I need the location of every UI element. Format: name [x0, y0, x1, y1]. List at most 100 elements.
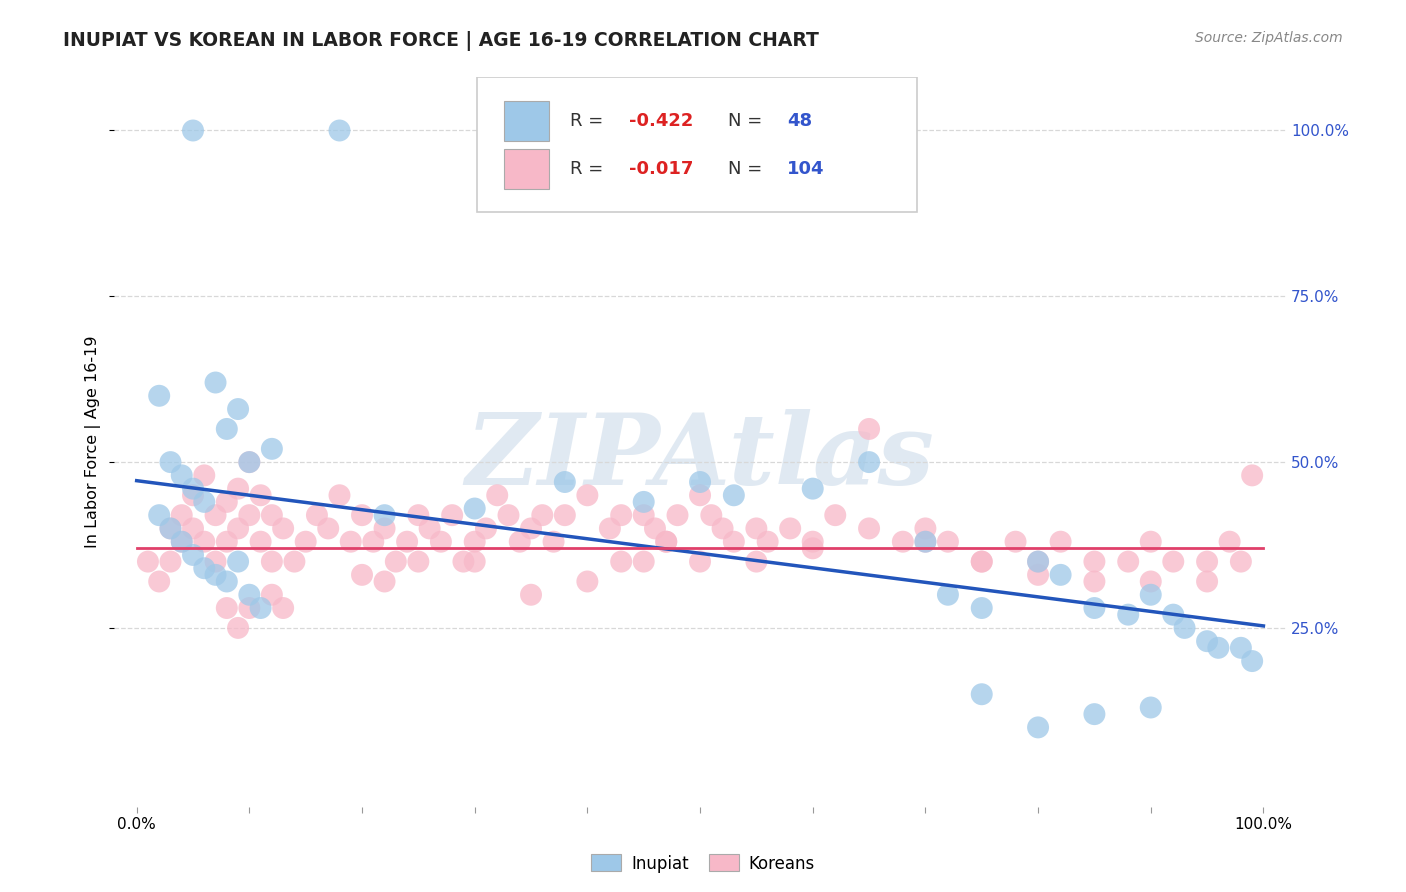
Point: [339, 534, 361, 549]
Point: [599, 521, 621, 535]
Point: [576, 488, 599, 502]
Point: [271, 521, 294, 535]
Point: [1139, 588, 1161, 602]
Point: [858, 422, 880, 436]
Point: [159, 521, 181, 535]
Point: [498, 508, 520, 523]
Point: [824, 508, 846, 523]
Point: [723, 488, 745, 502]
Point: [215, 422, 238, 436]
Point: [711, 521, 734, 535]
Point: [294, 534, 316, 549]
Point: [226, 482, 249, 496]
Point: [215, 574, 238, 589]
Y-axis label: In Labor Force | Age 16-19: In Labor Force | Age 16-19: [86, 336, 101, 549]
Point: [215, 534, 238, 549]
Point: [170, 508, 193, 523]
Text: -0.422: -0.422: [628, 112, 693, 130]
Point: [204, 567, 226, 582]
Point: [260, 508, 283, 523]
Point: [509, 534, 531, 549]
Point: [858, 455, 880, 469]
Point: [316, 521, 339, 535]
Point: [756, 534, 779, 549]
Point: [1219, 534, 1241, 549]
Text: N =: N =: [728, 112, 768, 130]
Point: [238, 601, 260, 615]
Point: [441, 508, 464, 523]
Point: [689, 488, 711, 502]
Point: [226, 402, 249, 417]
Point: [148, 574, 170, 589]
Point: [779, 521, 801, 535]
Point: [350, 508, 373, 523]
Point: [305, 508, 328, 523]
Point: [1230, 555, 1253, 569]
Point: [260, 588, 283, 602]
Point: [543, 534, 565, 549]
Point: [1049, 534, 1071, 549]
Point: [170, 534, 193, 549]
Point: [1161, 555, 1184, 569]
Point: [633, 508, 655, 523]
Point: [914, 534, 936, 549]
Point: [655, 534, 678, 549]
Text: 104: 104: [787, 160, 824, 178]
Point: [610, 508, 633, 523]
Point: [249, 488, 271, 502]
Point: [1197, 634, 1219, 648]
Point: [374, 521, 396, 535]
Text: -0.017: -0.017: [628, 160, 693, 178]
Point: [554, 475, 576, 489]
Point: [249, 601, 271, 615]
Point: [238, 455, 260, 469]
Point: [226, 555, 249, 569]
Point: [453, 555, 475, 569]
Point: [1241, 468, 1264, 483]
Point: [633, 495, 655, 509]
Point: [464, 555, 486, 569]
Point: [1083, 601, 1105, 615]
Point: [914, 521, 936, 535]
Point: [193, 495, 215, 509]
Point: [464, 534, 486, 549]
Point: [644, 521, 666, 535]
Point: [1139, 574, 1161, 589]
Point: [1083, 555, 1105, 569]
Point: [170, 468, 193, 483]
Text: N =: N =: [728, 160, 768, 178]
Point: [801, 482, 824, 496]
Point: [1197, 555, 1219, 569]
Point: [576, 574, 599, 589]
Point: [159, 521, 181, 535]
FancyBboxPatch shape: [505, 101, 548, 141]
Point: [1026, 555, 1049, 569]
Point: [204, 555, 226, 569]
Point: [328, 123, 350, 137]
Point: [193, 561, 215, 575]
Point: [633, 555, 655, 569]
Text: R =: R =: [569, 112, 609, 130]
Point: [181, 488, 204, 502]
Point: [1049, 567, 1071, 582]
Point: [361, 534, 384, 549]
Point: [170, 534, 193, 549]
Point: [181, 123, 204, 137]
Point: [215, 495, 238, 509]
Point: [1241, 654, 1264, 668]
Point: [723, 534, 745, 549]
Point: [1083, 574, 1105, 589]
Point: [408, 508, 430, 523]
Point: [655, 534, 678, 549]
Point: [891, 534, 914, 549]
Point: [1026, 567, 1049, 582]
Point: [689, 475, 711, 489]
Point: [745, 555, 768, 569]
Point: [396, 534, 419, 549]
Point: [260, 442, 283, 456]
Point: [249, 534, 271, 549]
Point: [283, 555, 305, 569]
Point: [181, 521, 204, 535]
Point: [159, 455, 181, 469]
Point: [193, 468, 215, 483]
